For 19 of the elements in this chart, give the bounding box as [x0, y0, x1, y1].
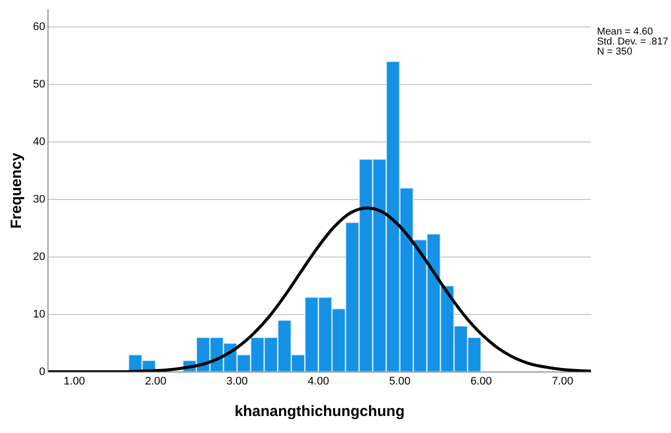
y-tick-label: 0: [39, 366, 46, 378]
text: Mean = 4.60: [597, 26, 654, 38]
x-tick-label: 3.00: [226, 375, 248, 388]
x-tick-label: 4.00: [308, 375, 330, 388]
x-tick-label: 2.00: [144, 375, 166, 388]
y-tick-label: 20: [32, 250, 46, 263]
y-tick-label: 40: [32, 136, 46, 148]
x-tick-label: 6.00: [470, 375, 492, 388]
y-tick-label: 30: [32, 193, 46, 206]
text: Std. Dev. = .817: [597, 36, 669, 48]
x-tick-label: 7.00: [552, 375, 574, 388]
y-tick-label: 10: [32, 308, 46, 320]
y-tick-label: 50: [32, 78, 46, 90]
y-axis-title: Frequency: [8, 152, 26, 229]
x-tick-label: 5.00: [389, 375, 410, 388]
x-tick-label: 1.00: [64, 375, 85, 388]
y-tick-label: 60: [32, 20, 46, 33]
x-axis-title: khanangthichungchung: [234, 403, 405, 420]
text: N = 350: [597, 46, 633, 58]
